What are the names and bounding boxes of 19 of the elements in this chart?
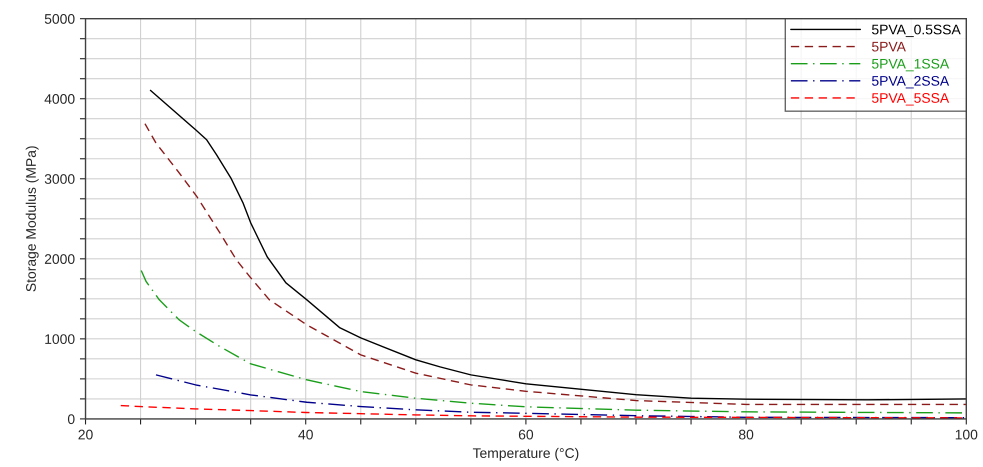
legend-label: 5PVA_0.5SSA: [872, 24, 961, 38]
y-tick-label: 4000: [44, 94, 75, 104]
x-tick-label: 100: [956, 430, 978, 440]
legend-label: 5PVA_2SSA: [872, 76, 950, 88]
y-tick-label: 1000: [45, 334, 75, 344]
legend-label: 5PVA: [872, 42, 906, 52]
legend-label: 5PVA_1SSA: [872, 58, 950, 72]
x-tick-label: 20: [78, 430, 93, 440]
x-tick-label: 40: [298, 430, 313, 440]
y-tick-label: 5000: [44, 14, 75, 24]
x-axis-title: Temperature (°C): [472, 448, 578, 461]
x-tick-label: 80: [738, 430, 754, 440]
y-tick-label: 3000: [44, 174, 75, 184]
y-axis-title: Storage Modulus (MPa): [26, 146, 39, 292]
line-series: [155, 374, 966, 418]
x-tick-label: 60: [518, 430, 534, 440]
legend-label: 5PVA_5SSA: [872, 93, 950, 106]
y-tick-label: 0: [68, 414, 75, 424]
y-tick-label: 2000: [44, 254, 75, 264]
